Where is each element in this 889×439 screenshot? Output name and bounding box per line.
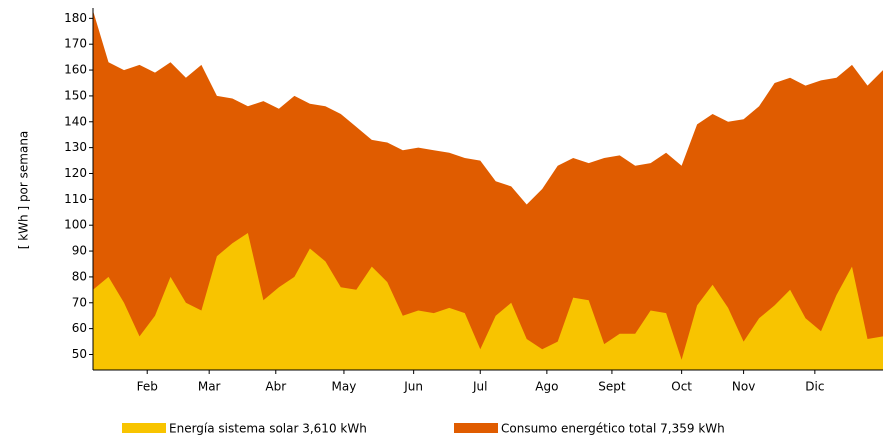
y-tick-label: 110 <box>64 192 87 206</box>
x-tick-label: Ago <box>535 380 558 394</box>
legend-label: Energía sistema solar 3,610 kWh <box>169 422 367 436</box>
x-tick-label: Oct <box>671 380 692 394</box>
x-tick-label: May <box>332 380 357 394</box>
y-axis-label: [ kWh ] por semana <box>17 131 31 250</box>
x-tick-label: Jul <box>472 380 487 394</box>
y-tick-label: 80 <box>72 269 87 283</box>
y-tick-label: 130 <box>64 140 87 154</box>
x-tick-label: Mar <box>198 380 221 394</box>
x-tick-label: Feb <box>137 380 158 394</box>
y-tick-label: 170 <box>64 37 87 51</box>
legend-swatch <box>122 423 166 433</box>
x-tick-label: Nov <box>732 380 755 394</box>
y-tick-label: 70 <box>72 295 87 309</box>
y-tick-label: 100 <box>64 218 87 232</box>
y-tick-label: 150 <box>64 88 87 102</box>
legend-swatch <box>454 423 498 433</box>
legend-label: Consumo energético total 7,359 kWh <box>501 422 725 436</box>
x-tick-label: Dic <box>805 380 824 394</box>
y-tick-label: 50 <box>72 347 87 361</box>
x-tick-label: Jun <box>403 380 423 394</box>
x-tick-label: Sept <box>598 380 626 394</box>
y-tick-label: 90 <box>72 244 87 258</box>
area <box>93 233 883 370</box>
y-tick-label: 120 <box>64 166 87 180</box>
y-tick-label: 140 <box>64 114 87 128</box>
y-tick-label: 180 <box>64 11 87 25</box>
y-tick-label: 60 <box>72 321 87 335</box>
x-tick-label: Abr <box>265 380 286 394</box>
y-tick-label: 160 <box>64 63 87 77</box>
